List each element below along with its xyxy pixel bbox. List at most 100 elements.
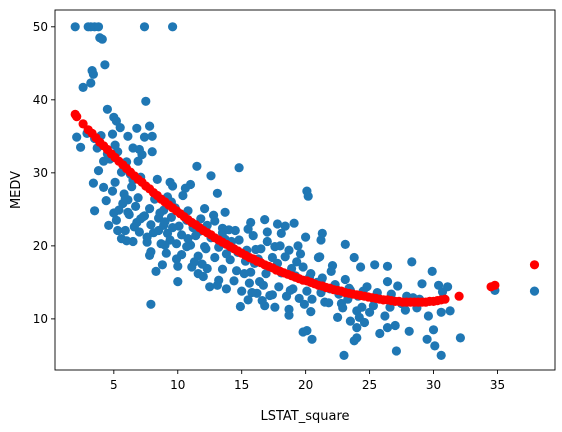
observed-point — [100, 60, 110, 70]
observed-point — [129, 222, 139, 232]
observed-point — [197, 259, 207, 269]
observed-point — [123, 131, 133, 141]
observed-point — [349, 252, 359, 263]
observed-point — [261, 269, 271, 279]
observed-point — [407, 257, 417, 267]
observed-point — [280, 252, 290, 262]
fitted-point — [529, 260, 540, 270]
observed-point — [235, 301, 245, 312]
observed-point — [427, 266, 437, 276]
observed-point — [154, 225, 164, 236]
observed-point — [262, 236, 272, 247]
observed-point — [529, 286, 540, 296]
x-tick-label: 15 — [234, 378, 249, 392]
observed-point — [391, 346, 401, 356]
observed-point — [212, 188, 222, 198]
observed-point — [145, 250, 155, 260]
observed-point — [139, 22, 150, 32]
observed-point — [272, 219, 283, 229]
observed-point — [340, 239, 350, 249]
observed-point — [436, 307, 446, 317]
observed-point — [276, 228, 286, 238]
observed-point — [257, 296, 267, 306]
observed-point — [182, 242, 192, 252]
observed-point — [102, 104, 112, 114]
observed-point — [72, 132, 82, 142]
axis-ticks: 5 10 15 20 25 30 35 10 20 30 40 50 — [33, 20, 505, 392]
observed-point — [390, 320, 400, 331]
observed-point — [205, 282, 215, 292]
observed-point — [285, 285, 295, 295]
plot-frame — [54, 9, 556, 371]
observed-point — [201, 244, 211, 254]
fitted-point — [490, 280, 500, 290]
observed-point — [298, 262, 308, 272]
observed-point — [417, 279, 427, 289]
observed-point — [93, 22, 104, 32]
data-points — [70, 22, 540, 360]
observed-point — [160, 240, 170, 250]
observed-point — [229, 276, 239, 286]
observed-point — [455, 333, 465, 343]
observed-point — [423, 311, 433, 321]
observed-point — [284, 310, 294, 320]
x-tick-label: 35 — [490, 378, 505, 392]
observed-point — [99, 182, 109, 192]
observed-point — [265, 290, 275, 301]
observed-point — [122, 236, 132, 246]
observed-point — [382, 277, 393, 287]
observed-point — [123, 207, 133, 217]
observed-point — [160, 217, 170, 227]
observed-series — [70, 22, 540, 360]
observed-point — [120, 193, 130, 203]
observed-point — [107, 186, 118, 196]
x-axis-label: LSTAT_square — [260, 409, 349, 424]
observed-point — [365, 307, 375, 317]
observed-point — [239, 269, 249, 279]
fitted-point — [454, 291, 464, 301]
observed-point — [248, 231, 258, 241]
observed-point — [255, 277, 265, 287]
observed-point — [107, 129, 118, 139]
observed-point — [375, 328, 385, 339]
observed-point — [326, 266, 336, 276]
observed-point — [352, 333, 362, 343]
observed-point — [220, 207, 230, 217]
observed-point — [180, 183, 190, 193]
observed-point — [171, 254, 182, 264]
observed-point — [234, 235, 244, 245]
observed-point — [270, 302, 280, 312]
y-tick-label: 40 — [33, 93, 48, 107]
observed-point — [157, 260, 167, 270]
observed-point — [139, 132, 150, 142]
x-tick-label: 20 — [298, 378, 313, 392]
observed-point — [393, 281, 403, 291]
observed-point — [370, 260, 380, 270]
observed-point — [217, 264, 228, 274]
observed-point — [234, 163, 244, 173]
observed-point — [324, 298, 334, 308]
observed-point — [307, 294, 317, 304]
observed-point — [141, 96, 151, 106]
observed-point — [151, 266, 161, 276]
observed-point — [313, 252, 323, 263]
observed-point — [110, 140, 120, 150]
fitted-series — [70, 109, 540, 307]
observed-point — [243, 224, 253, 234]
observed-point — [280, 221, 290, 231]
observed-point — [307, 334, 317, 344]
fitted-point — [72, 112, 82, 122]
observed-point — [380, 311, 390, 321]
observed-point — [132, 123, 142, 133]
observed-point — [294, 293, 304, 303]
observed-point — [101, 196, 111, 206]
observed-point — [189, 257, 199, 267]
observed-point — [299, 299, 309, 309]
x-tick-label: 25 — [362, 378, 377, 392]
observed-point — [306, 307, 316, 317]
observed-point — [345, 316, 355, 326]
observed-point — [88, 178, 98, 188]
observed-point — [104, 220, 114, 230]
observed-point — [445, 306, 455, 316]
